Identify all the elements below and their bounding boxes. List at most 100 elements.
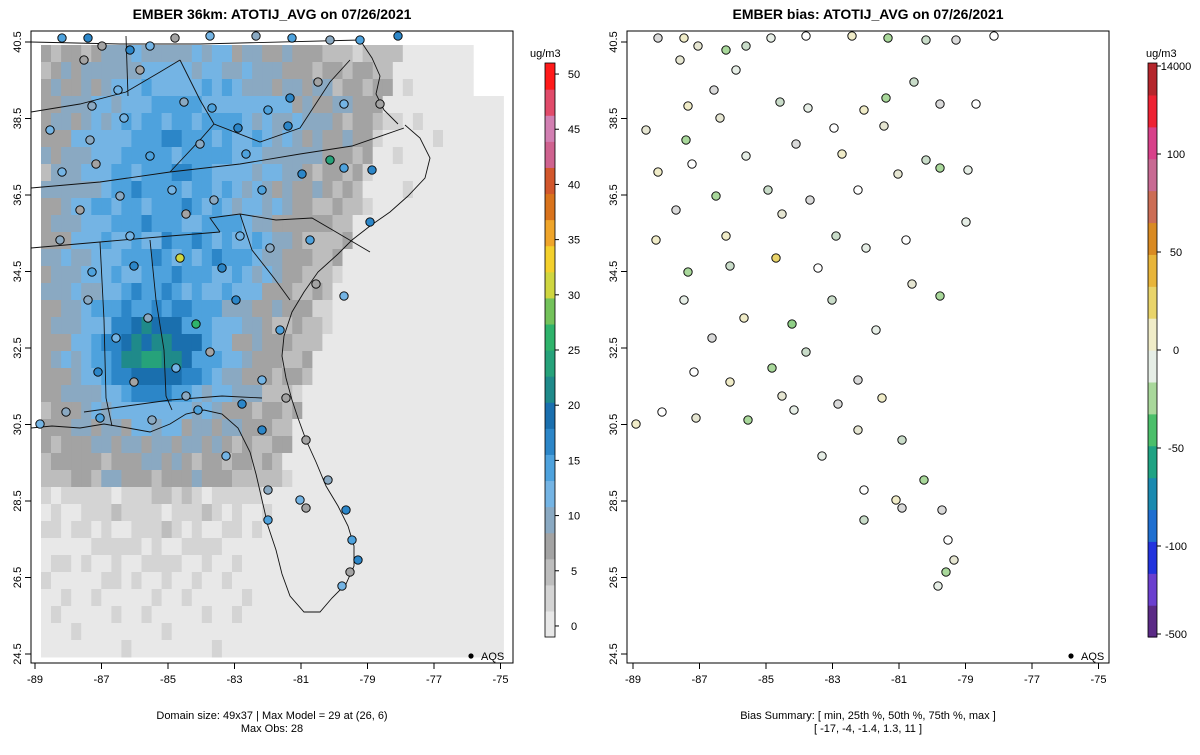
heatmap-cell	[111, 181, 122, 199]
heatmap-cell	[252, 640, 263, 658]
heatmap-cell	[61, 470, 72, 488]
heatmap-cell	[362, 453, 374, 471]
heatmap-cell	[483, 606, 494, 624]
heatmap-cell	[372, 113, 384, 131]
heatmap-cell	[151, 606, 163, 624]
heatmap-cell	[111, 504, 122, 522]
left-footer-line2: Max Obs: 28	[241, 723, 303, 735]
heatmap-cell	[61, 453, 72, 471]
heatmap-cell	[101, 283, 112, 301]
heatmap-cell	[362, 351, 374, 369]
state-border-pa	[31, 39, 361, 45]
heatmap-cell	[111, 487, 122, 505]
aqs-site-marker	[83, 295, 93, 305]
heatmap-cell	[252, 113, 263, 131]
heatmap-cell	[362, 555, 374, 573]
heatmap-cell	[302, 181, 313, 199]
heatmap-cell	[211, 351, 223, 369]
heatmap-cell	[51, 351, 62, 369]
heatmap-cell	[372, 640, 384, 658]
heatmap-cell	[453, 45, 464, 63]
heatmap-cell	[302, 504, 313, 522]
heatmap-cell	[352, 96, 364, 114]
heatmap-cell	[453, 147, 464, 165]
heatmap-cell	[322, 453, 333, 471]
heatmap-cell	[382, 436, 394, 454]
heatmap-cell	[463, 470, 474, 488]
heatmap-cell	[463, 436, 474, 454]
bias-site-marker	[859, 515, 869, 525]
heatmap-cell	[392, 164, 404, 182]
heatmap-cell	[61, 334, 72, 352]
heatmap-cell	[242, 215, 253, 233]
heatmap-cell	[71, 589, 82, 607]
heatmap-cell	[272, 453, 283, 471]
heatmap-cell	[412, 45, 424, 63]
bias-site-marker	[683, 101, 693, 111]
heatmap-cell	[252, 45, 263, 63]
heatmap-cell	[433, 385, 444, 403]
heatmap-cell	[412, 572, 424, 590]
heatmap-cell	[453, 623, 464, 641]
heatmap-cell	[61, 249, 72, 267]
heatmap-cell	[483, 351, 494, 369]
heatmap-cell	[221, 351, 233, 369]
heatmap-cell	[312, 317, 323, 335]
heatmap-cell	[242, 249, 253, 267]
heatmap-cell	[151, 147, 163, 165]
bias-site-marker	[963, 165, 973, 175]
heatmap-cell	[362, 402, 374, 420]
heatmap-cell	[282, 283, 293, 301]
heatmap-cell	[71, 266, 82, 284]
heatmap-cell	[382, 249, 394, 267]
heatmap-cell	[131, 640, 142, 658]
heatmap-cell	[81, 45, 92, 63]
heatmap-cell	[111, 368, 122, 386]
heatmap-cell	[41, 572, 52, 590]
heatmap-cell	[252, 96, 263, 114]
heatmap-cell	[322, 113, 333, 131]
heatmap-cell	[302, 130, 313, 148]
heatmap-cell	[463, 504, 474, 522]
heatmap-cell	[262, 113, 273, 131]
heatmap-cell	[382, 419, 394, 437]
heatmap-cell	[131, 436, 142, 454]
heatmap-cell	[141, 45, 153, 63]
heatmap-cell	[463, 538, 474, 556]
heatmap-cell	[101, 300, 112, 318]
heatmap-cell	[141, 538, 153, 556]
heatmap-cell	[161, 317, 173, 335]
aqs-site-marker	[305, 235, 315, 245]
heatmap-cell	[41, 351, 52, 369]
aqs-site-marker	[171, 363, 181, 373]
heatmap-cell	[392, 351, 404, 369]
heatmap-cell	[101, 623, 112, 641]
heatmap-cell	[382, 266, 394, 284]
heatmap-cell	[322, 419, 333, 437]
heatmap-cell	[443, 487, 454, 505]
heatmap-cell	[111, 419, 122, 437]
heatmap-cell	[402, 351, 414, 369]
colorbar-swatch	[1148, 605, 1157, 638]
heatmap-cell	[453, 555, 464, 573]
heatmap-cell	[211, 640, 223, 658]
bias-site-marker	[801, 347, 811, 357]
heatmap-cell	[161, 113, 173, 131]
heatmap-cell	[322, 368, 333, 386]
heatmap-cell	[342, 164, 354, 182]
heatmap-cell	[362, 164, 374, 182]
heatmap-cell	[81, 198, 92, 216]
aqs-site-marker	[85, 135, 95, 145]
colorbar-swatch	[1148, 573, 1157, 606]
heatmap-cell	[121, 555, 132, 573]
heatmap-cell	[181, 130, 193, 148]
bias-site-marker	[641, 125, 651, 135]
heatmap-cell	[402, 62, 414, 80]
heatmap-cell	[191, 640, 203, 658]
heatmap-cell	[402, 538, 414, 556]
heatmap-cell	[392, 113, 404, 131]
right-summary-line1: Bias Summary: [ min, 25th %, 50th %, 75t…	[740, 710, 996, 722]
heatmap-cell	[221, 317, 233, 335]
colorbar-label: 25	[568, 345, 580, 357]
heatmap-cell	[221, 419, 233, 437]
